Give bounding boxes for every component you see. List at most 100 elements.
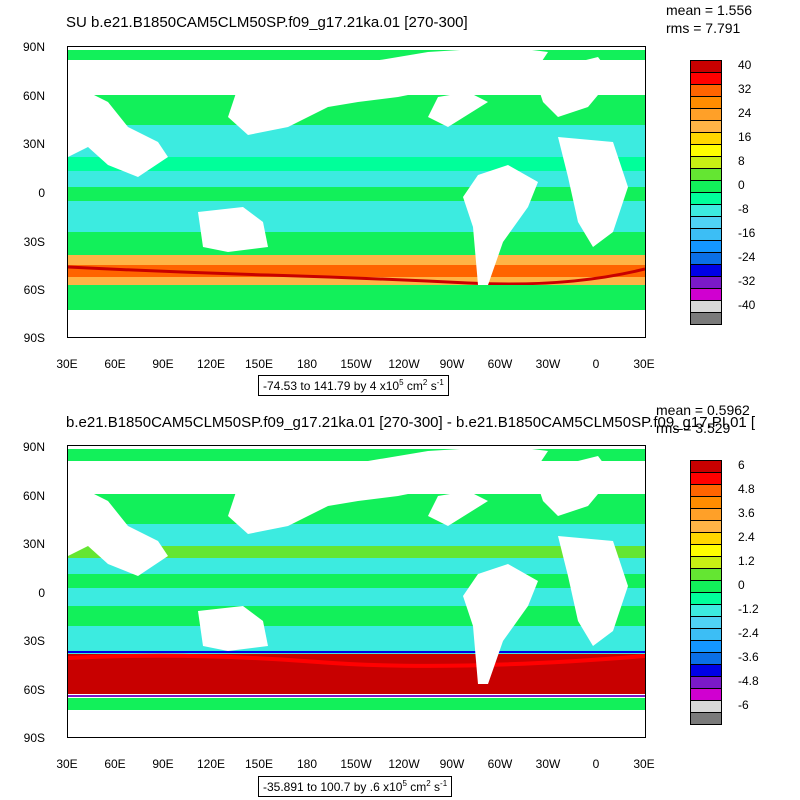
lon-tick-label: 30E (56, 357, 78, 371)
colorbar-label: 32 (738, 82, 752, 96)
colorbar-swatch (690, 84, 722, 97)
panel-title: b.e21.B1850CAM5CLM50SP.f09_g17.21ka.01 [… (66, 414, 756, 431)
lat-tick-label: 30N (22, 537, 45, 551)
colorbar-swatch (690, 580, 722, 593)
colorbar-swatch (690, 96, 722, 109)
lon-tick-label: 180 (296, 357, 318, 371)
colorbar-swatch (690, 264, 722, 277)
colorbar-label: 3.6 (738, 506, 755, 520)
colorbar-swatch (690, 592, 722, 605)
lon-tick-label: 150E (244, 757, 274, 771)
colorbar-swatch (690, 700, 722, 713)
colorbar-swatch (690, 460, 722, 473)
lon-tick-label: 90E (152, 757, 174, 771)
colorbar-label: -2.4 (738, 626, 759, 640)
colorbar-swatch (690, 520, 722, 533)
lon-tick-label: 90W (439, 357, 465, 371)
contour-range-label: -35.891 to 100.7 by .6 x105 cm2 s-1 (258, 776, 453, 797)
lat-tick-label: 60N (22, 489, 45, 503)
colorbar-swatch (690, 288, 722, 301)
colorbar-swatch (690, 132, 722, 145)
lon-tick-label: 30E (633, 357, 655, 371)
lat-tick-label: 60N (22, 89, 45, 103)
colorbar-swatch (690, 556, 722, 569)
lon-tick-label: 90W (439, 757, 465, 771)
lat-tick-label: 60S (23, 283, 45, 297)
colorbar-swatch (690, 652, 722, 665)
colorbar-label: -40 (738, 298, 756, 312)
colorbar-swatch (690, 216, 722, 229)
lon-tick-label: 120W (388, 757, 420, 771)
lon-tick-label: 60E (104, 357, 126, 371)
colorbar-swatch (690, 472, 722, 485)
colorbar-swatch (690, 508, 722, 521)
lat-tick-label: 30S (23, 634, 45, 648)
ocean-field-map (68, 47, 645, 337)
lat-tick-label: 0 (38, 586, 45, 600)
stats-rms: rms = 7.791 (666, 20, 741, 36)
colorbar-swatch (690, 568, 722, 581)
colorbar-swatch (690, 688, 722, 701)
colorbar-label: 8 (738, 154, 745, 168)
colorbar-swatch (690, 228, 722, 241)
lon-tick-label: 120W (388, 357, 420, 371)
stats-rms: rms = 3.529 (656, 420, 731, 436)
colorbar-swatch (690, 144, 722, 157)
colorbar-swatch (690, 532, 722, 545)
lon-tick-label: 60W (487, 757, 513, 771)
colorbar-label: 0 (738, 178, 745, 192)
colorbar-label: -32 (738, 274, 756, 288)
colorbar-swatch (690, 192, 722, 205)
colorbar-label: -3.6 (738, 650, 759, 664)
lat-tick-label: 30N (22, 137, 45, 151)
colorbar-bottom: 6 4.8 3.6 2.4 1.2 0 -1.2 -2.4 -3.6 -4.8 -6 (690, 458, 790, 726)
colorbar-label: 40 (738, 58, 752, 72)
colorbar-swatch (690, 664, 722, 677)
lat-tick-label: 60S (23, 683, 45, 697)
colorbar-label: 2.4 (738, 530, 755, 544)
lon-tick-label: 30W (535, 757, 561, 771)
colorbar-label: -6 (738, 698, 749, 712)
colorbar-label: 4.8 (738, 482, 755, 496)
colorbar-swatch (690, 712, 722, 725)
lon-tick-label: 120E (196, 357, 226, 371)
lon-tick-label: 90E (152, 357, 174, 371)
lon-tick-label: 60W (487, 357, 513, 371)
colorbar-swatch (690, 604, 722, 617)
colorbar-swatch (690, 312, 722, 325)
contour-range-label: -74.53 to 141.79 by 4 x105 cm2 s-1 (258, 375, 449, 396)
colorbar-label: 6 (738, 458, 745, 472)
lon-tick-label: 0 (592, 757, 600, 771)
colorbar-swatch (690, 240, 722, 253)
colorbar-swatch (690, 616, 722, 629)
colorbar-swatch (690, 628, 722, 641)
colorbar-swatch (690, 276, 722, 289)
colorbar-swatch (690, 156, 722, 169)
colorbar-swatch (690, 676, 722, 689)
colorbar-label: 16 (738, 130, 752, 144)
colorbar-swatch (690, 640, 722, 653)
colorbar-label: 1.2 (738, 554, 755, 568)
colorbar-swatch (690, 180, 722, 193)
colorbar-swatch (690, 204, 722, 217)
lon-tick-label: 150W (340, 357, 372, 371)
lat-tick-label: 90N (22, 40, 45, 54)
lon-tick-label: 60E (104, 757, 126, 771)
colorbar-swatch (690, 252, 722, 265)
colorbar-swatch (690, 168, 722, 181)
colorbar-swatch (690, 108, 722, 121)
colorbar-swatch (690, 72, 722, 85)
colorbar-swatch (690, 120, 722, 133)
colorbar-label: 0 (738, 578, 745, 592)
map-panel-top (67, 46, 646, 338)
panel-title: SU b.e21.B1850CAM5CLM50SP.f09_g17.21ka.0… (66, 14, 468, 31)
lon-tick-label: 30E (56, 757, 78, 771)
colorbar-swatch (690, 300, 722, 313)
colorbar-label: -24 (738, 250, 756, 264)
lat-tick-label: 90S (23, 731, 45, 745)
colorbar-swatch (690, 60, 722, 73)
stats-mean: mean = 0.5962 (656, 402, 750, 418)
lat-tick-label: 0 (38, 186, 45, 200)
colorbar-swatch (690, 496, 722, 509)
lon-tick-label: 30W (535, 357, 561, 371)
